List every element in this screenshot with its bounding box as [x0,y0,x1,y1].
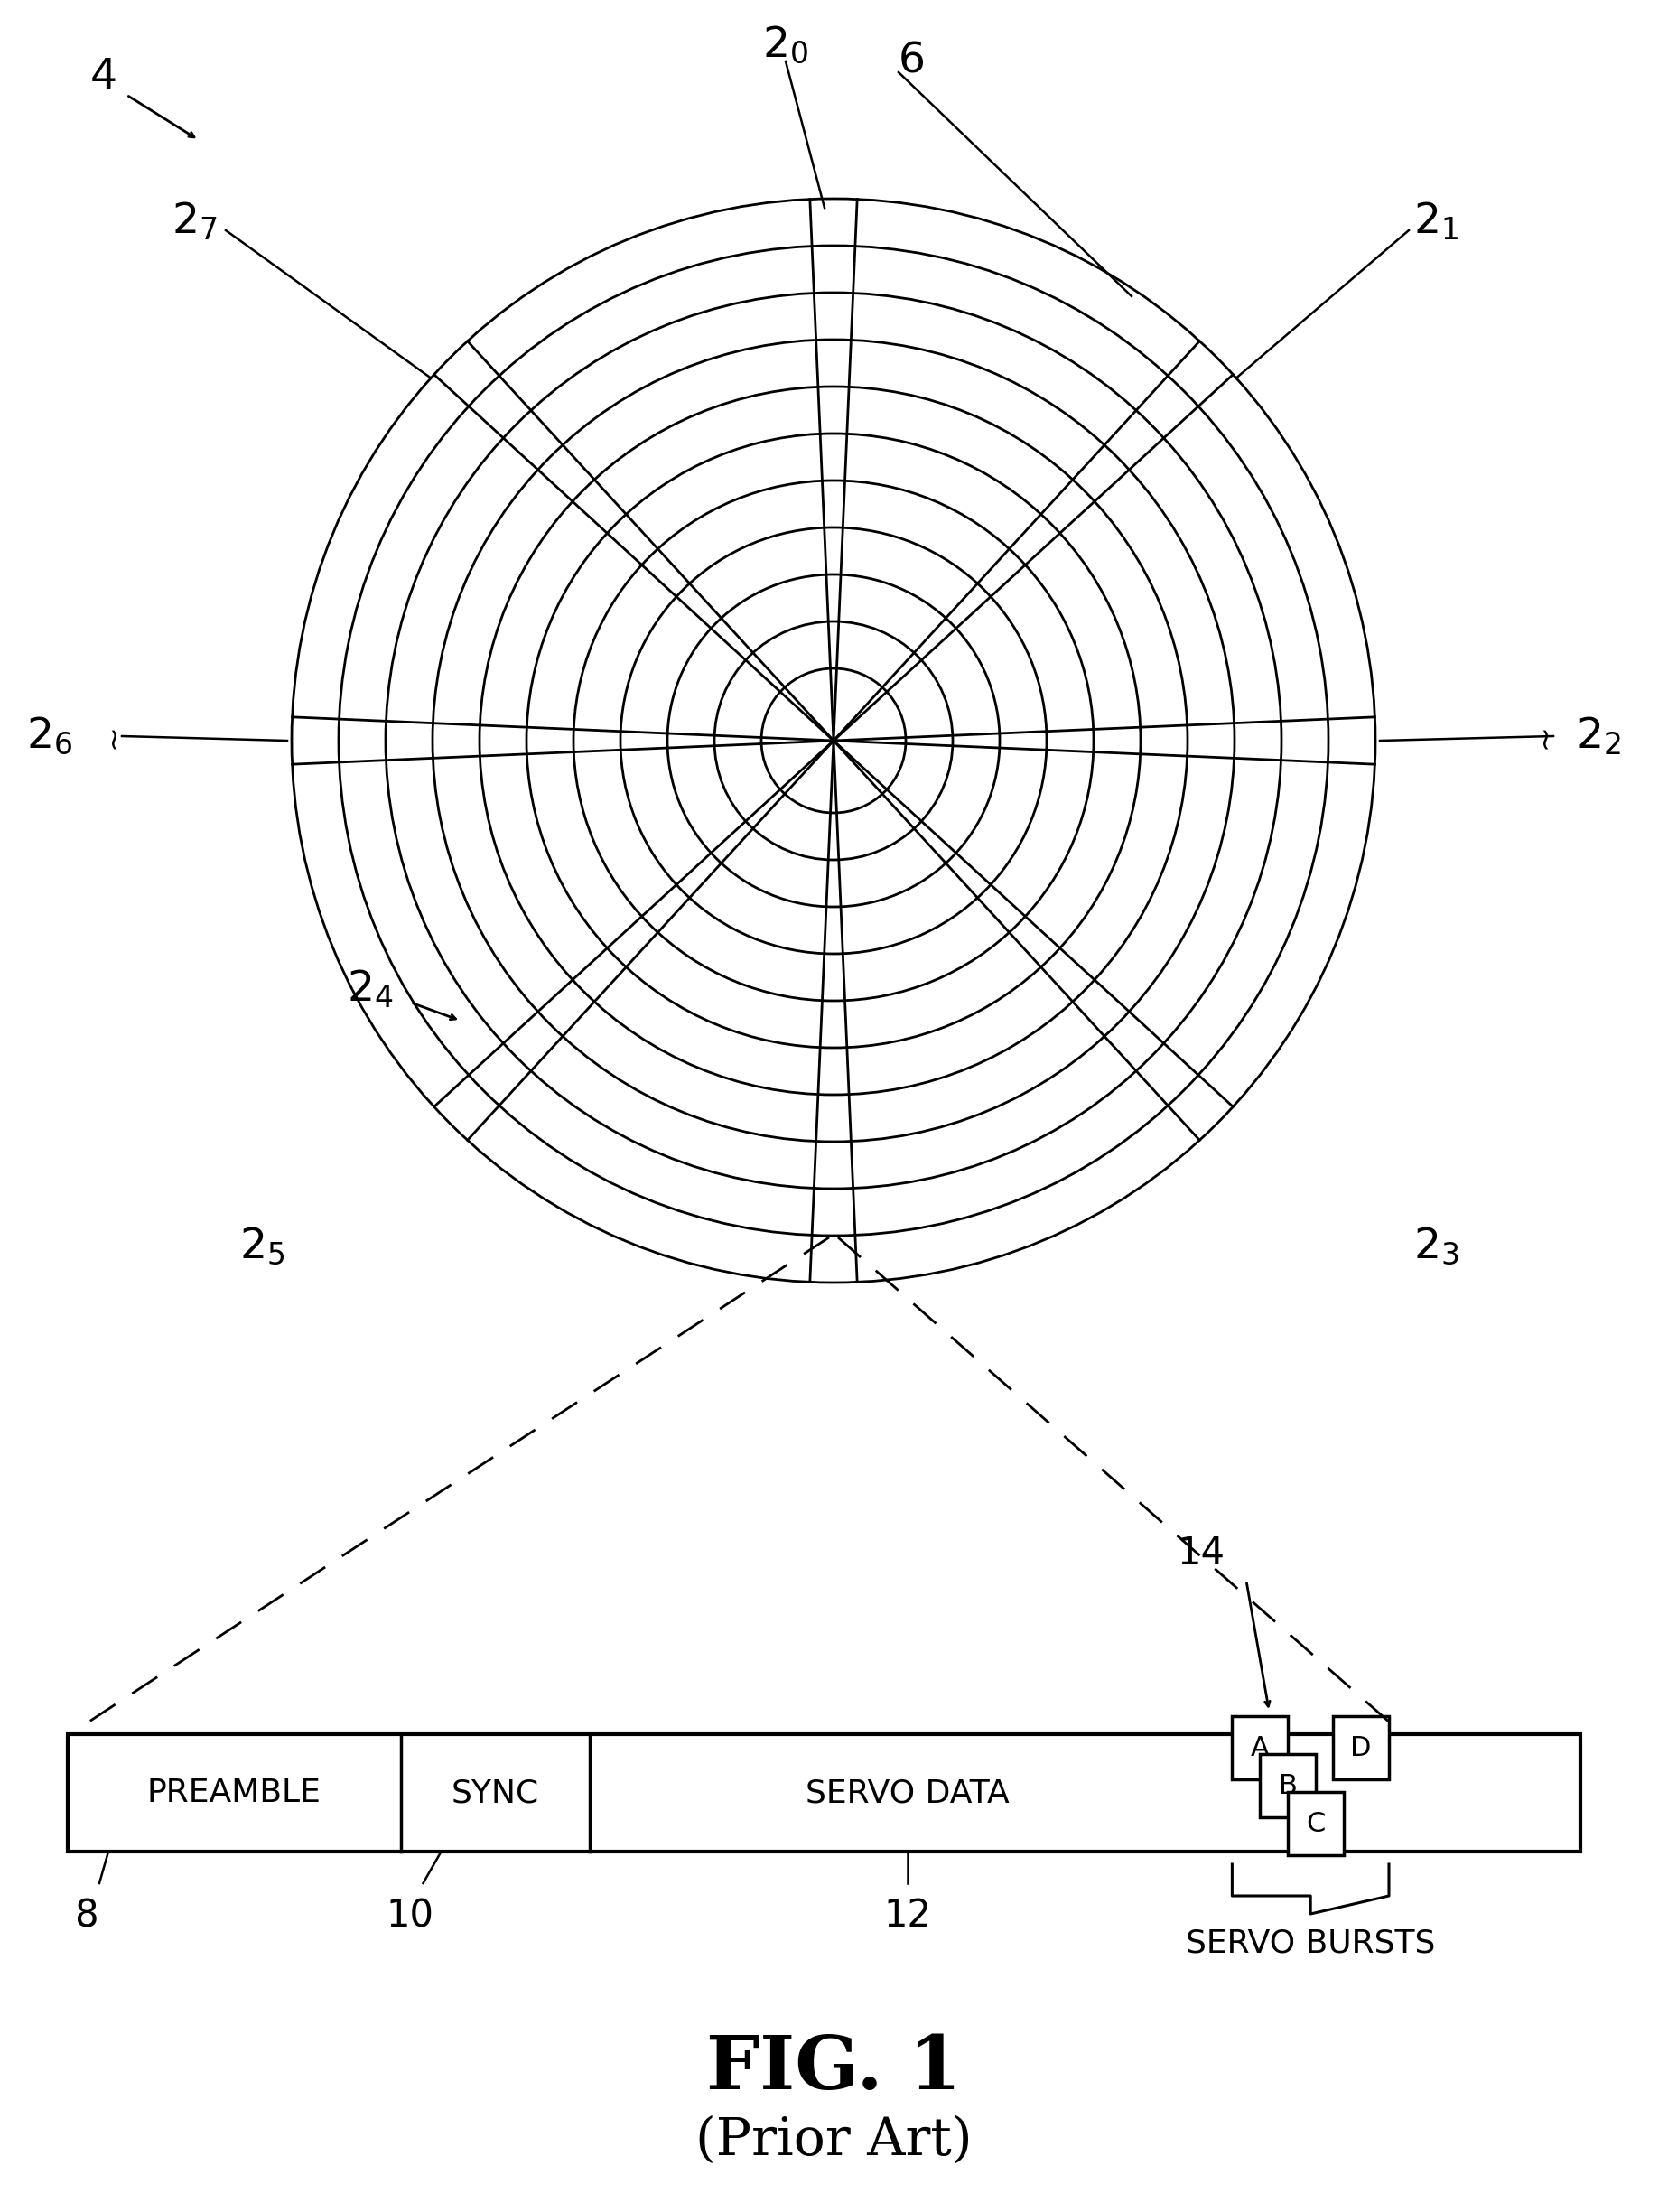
Text: SERVO DATA: SERVO DATA [806,1778,1009,1807]
Text: PREAMBLE: PREAMBLE [147,1778,322,1807]
Text: $2_7$: $2_7$ [172,201,217,243]
Text: 6: 6 [899,42,926,82]
Text: $2_5$: $2_5$ [239,1225,285,1267]
Text: $2_4$: $2_4$ [347,969,394,1011]
Text: SERVO BURSTS: SERVO BURSTS [1186,1927,1436,1958]
Text: FIG. 1: FIG. 1 [707,2033,961,2104]
Text: 12: 12 [884,1896,931,1936]
Text: 4: 4 [90,58,117,97]
Bar [68,1734,1580,1851]
Text: ~: ~ [1530,723,1560,748]
Text: ~: ~ [98,723,128,748]
Bar [1333,1717,1389,1778]
Text: $2_6$: $2_6$ [27,714,73,757]
Text: D: D [1351,1734,1371,1761]
Bar [1259,1754,1316,1818]
Text: 14: 14 [1178,1535,1224,1573]
Text: B: B [1279,1772,1298,1798]
Text: $2_2$: $2_2$ [1576,714,1621,757]
Text: 10: 10 [385,1896,434,1936]
Text: (Prior Art): (Prior Art) [696,2115,972,2166]
Text: $2_3$: $2_3$ [1413,1225,1460,1267]
Text: SYNC: SYNC [450,1778,539,1807]
Text: 8: 8 [73,1896,98,1936]
Text: A: A [1251,1734,1269,1761]
Bar [1233,1717,1288,1778]
Text: $2_1$: $2_1$ [1413,201,1458,243]
Bar [1288,1792,1344,1856]
Text: C: C [1306,1809,1326,1836]
Text: $2_0$: $2_0$ [762,24,809,66]
